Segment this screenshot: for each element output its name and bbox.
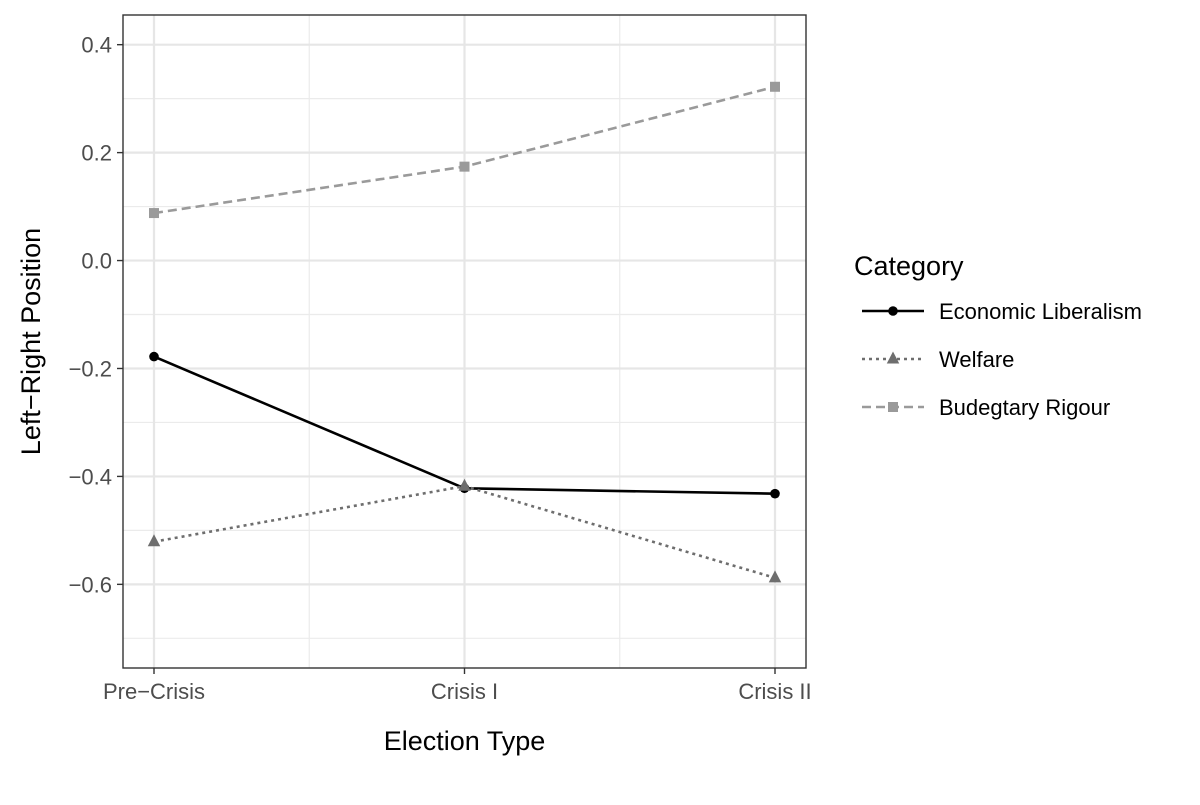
data-point — [147, 534, 161, 547]
axis-layer: 0.4 0.2 0.0 −0.2 −0.4 −0.6 Pre−Crisis Crisis I C… — [69, 33, 812, 704]
legend-item: Budegtary Rigour — [862, 395, 1110, 420]
data-point — [149, 208, 159, 219]
data-point — [458, 478, 471, 491]
legend-key-marker — [888, 306, 898, 316]
x-axis-title: Election Type — [384, 726, 546, 756]
series-layer — [147, 81, 782, 583]
x-tick-label: Crisis II — [738, 679, 811, 704]
y-axis-title: Left−Right Position — [16, 228, 46, 455]
series-welfare — [147, 478, 782, 583]
grid-layer — [123, 15, 806, 668]
x-tick-label: Pre−Crisis — [103, 679, 205, 704]
legend-items: Economic Liberalism Welfare Budegtary Rigo… — [862, 299, 1142, 420]
y-tick-label: 0.2 — [81, 141, 112, 166]
legend-item: Welfare — [862, 347, 1014, 372]
series-budegtary-rigour — [149, 81, 780, 219]
y-tick-label: 0.0 — [81, 249, 112, 274]
y-tick-label: 0.4 — [81, 33, 112, 58]
data-point — [770, 81, 780, 92]
legend-key-marker — [886, 351, 900, 364]
data-point — [768, 570, 782, 583]
legend-label: Economic Liberalism — [939, 299, 1142, 324]
y-tick-label: −0.6 — [69, 572, 112, 597]
legend-title: Category — [854, 251, 964, 281]
legend-label: Budegtary Rigour — [939, 395, 1110, 420]
legend-label: Welfare — [939, 347, 1014, 372]
y-tick-label: −0.4 — [69, 464, 112, 489]
data-point — [770, 488, 780, 499]
legend-key-marker — [888, 402, 898, 412]
data-point — [459, 161, 470, 172]
legend: Category Economic Liberalism Welfare Budeg… — [854, 251, 1142, 420]
x-tick-label: Crisis I — [431, 679, 498, 704]
y-tick-label: −0.2 — [69, 356, 112, 381]
data-point — [149, 351, 159, 362]
legend-item: Economic Liberalism — [862, 299, 1142, 324]
